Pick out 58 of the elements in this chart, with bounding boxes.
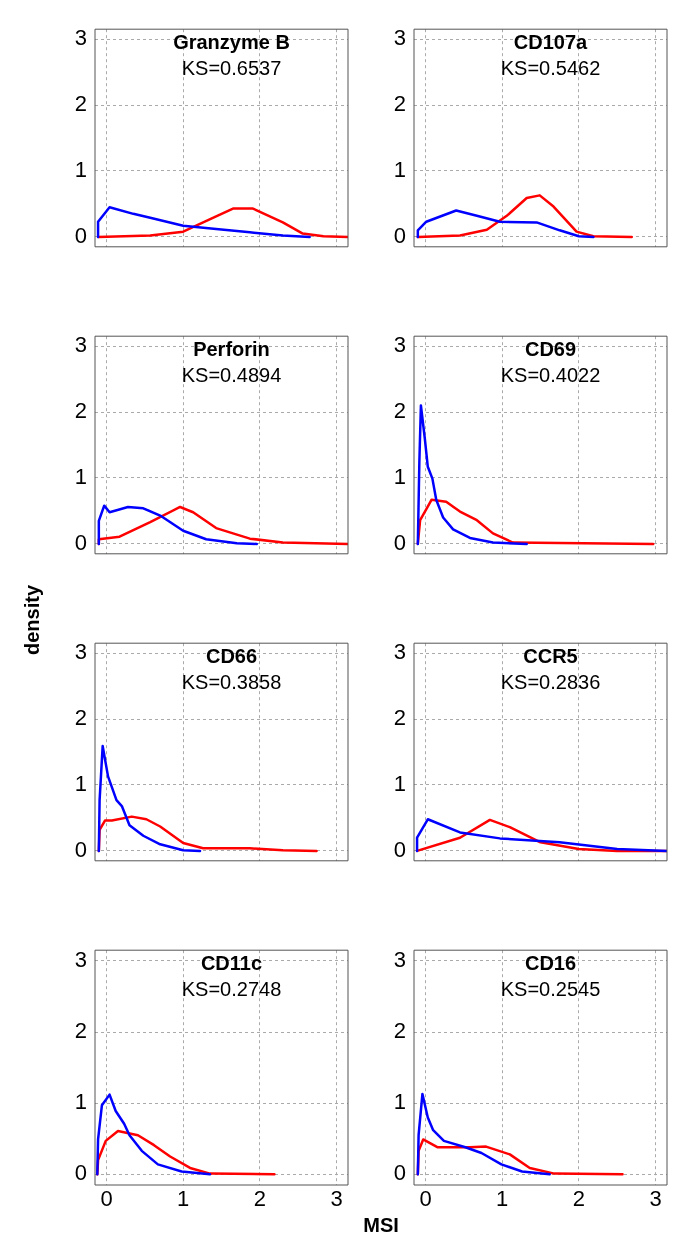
- y-tick-label: 1: [74, 464, 87, 490]
- x-axis-title: MSI: [363, 1213, 399, 1237]
- y-tick-label: 2: [74, 398, 87, 424]
- y-tick-label: 0: [74, 836, 87, 862]
- y-tick-label: 3: [393, 946, 406, 972]
- x-tick-label: 1: [177, 1186, 190, 1212]
- y-tick-label: 0: [74, 222, 87, 248]
- y-tick-label: 2: [393, 398, 406, 424]
- y-tick-label: 0: [74, 529, 87, 555]
- y-tick-label: 1: [74, 157, 87, 183]
- y-tick-label: 0: [393, 1160, 406, 1186]
- y-tick-label: 3: [393, 332, 406, 358]
- text: KS=0.3858: [181, 670, 282, 693]
- text: KS=0.2748: [181, 977, 282, 1000]
- x-tick-label: 1: [496, 1186, 509, 1212]
- y-tick-label: 1: [393, 464, 406, 490]
- chart-title: CD69: [524, 337, 577, 360]
- y-tick-label: 3: [74, 332, 87, 358]
- y-tick-label: 0: [393, 529, 406, 555]
- text: KS=0.2545: [500, 977, 601, 1000]
- text: KS=0.6537: [181, 56, 282, 79]
- y-axis-title: density: [20, 584, 44, 656]
- y-tick-label: 2: [74, 1018, 87, 1044]
- chart-title: CD16: [524, 951, 577, 974]
- y-tick-label: 0: [74, 1160, 87, 1186]
- x-tick-label: 2: [253, 1186, 266, 1212]
- y-tick-label: 2: [393, 1018, 406, 1044]
- x-tick-label: 0: [100, 1186, 113, 1212]
- y-tick-label: 1: [393, 157, 406, 183]
- chart-title: CD66: [205, 644, 258, 667]
- y-tick-label: 2: [74, 705, 87, 731]
- y-tick-label: 1: [74, 1089, 87, 1115]
- x-tick-label: 3: [330, 1186, 343, 1212]
- y-tick-label: 2: [393, 91, 406, 117]
- text: KS=0.4022: [500, 363, 601, 386]
- text: KS=0.2836: [500, 670, 601, 693]
- chart-title: CD11c: [200, 951, 263, 974]
- y-tick-label: 0: [393, 222, 406, 248]
- y-tick-label: 3: [74, 25, 87, 51]
- y-tick-label: 3: [393, 639, 406, 665]
- chart-title: Granzyme B: [173, 30, 290, 53]
- y-tick-label: 3: [393, 25, 406, 51]
- x-tick-label: 3: [649, 1186, 662, 1212]
- y-tick-label: 2: [74, 91, 87, 117]
- y-tick-label: 1: [393, 1089, 406, 1115]
- chart-title: CCR5: [523, 644, 578, 667]
- text: KS=0.4894: [181, 363, 282, 386]
- x-tick-label: 2: [572, 1186, 585, 1212]
- y-tick-label: 1: [393, 771, 406, 797]
- y-tick-label: 3: [74, 946, 87, 972]
- y-tick-label: 0: [393, 836, 406, 862]
- text: KS=0.5462: [500, 56, 601, 79]
- chart-title: Perforin: [193, 337, 270, 360]
- y-tick-label: 1: [74, 771, 87, 797]
- y-tick-label: 3: [74, 639, 87, 665]
- x-tick-label: 0: [419, 1186, 432, 1212]
- y-tick-label: 2: [393, 705, 406, 731]
- chart-title: CD107a: [513, 30, 589, 53]
